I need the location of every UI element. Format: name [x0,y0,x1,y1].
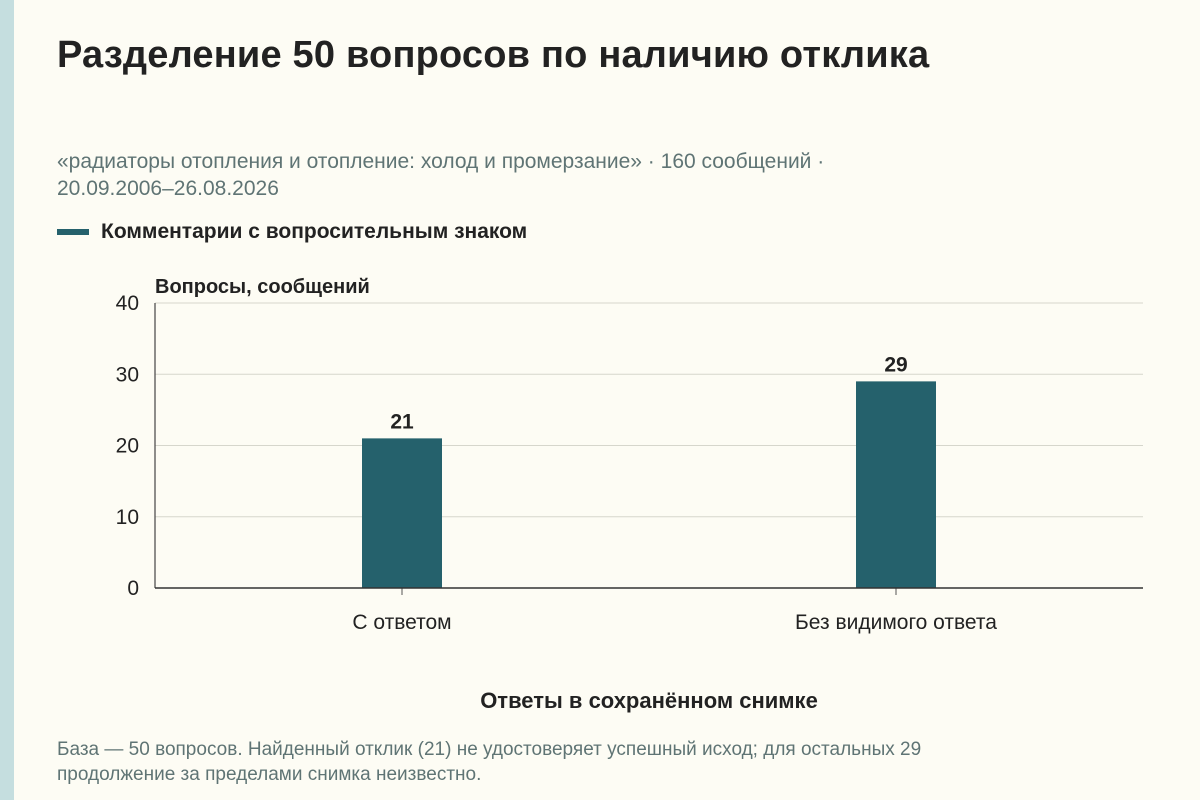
footnote-line-2: продолжение за пределами снимка неизвест… [57,764,482,785]
y-tick-label-10: 10 [116,506,139,529]
gridlines [155,302,1143,518]
footnote: База — 50 вопросов. Найденный отклик (21… [57,737,1167,787]
chart-subtitle: «радиаторы отопления и отопление: холод … [57,148,1057,202]
y-tick-label-30: 30 [116,363,139,386]
data-label-1: 29 [884,353,907,376]
chart-title: Разделение 50 вопросов по наличию отклик… [57,34,930,76]
y-tick-label-40: 40 [116,292,139,315]
y-tick-label-20: 20 [116,435,139,458]
legend-label: Комментарии с вопросительным знаком [101,220,528,243]
subtitle-line-2: 20.09.2006–26.08.2026 [57,177,279,200]
footnote-line-1: База — 50 вопросов. Найденный отклик (21… [57,739,922,760]
x-tick-label-0: С ответом [352,611,451,634]
legend-swatch [57,229,89,235]
axes: С ответом Без видимого ответа [154,303,1143,634]
y-tick-labels: 0 10 20 30 40 [116,292,139,600]
x-axis-label: Ответы в сохранённом снимке [480,688,818,713]
y-axis-label: Вопросы, сообщений [155,276,370,298]
legend: Комментарии с вопросительным знаком [57,220,527,244]
bars: 21 29 [362,353,936,588]
left-accent-bar [0,0,14,800]
x-tick-label-1: Без видимого ответа [795,611,997,634]
y-tick-label-0: 0 [127,577,139,600]
bar-chart: 0 10 20 30 40 21 29 С ответом Без видимого отв… [116,276,1143,713]
data-label-0: 21 [390,410,414,433]
bar-1 [856,381,936,588]
bar-0 [362,438,442,588]
subtitle-line-1: «радиаторы отопления и отопление: холод … [57,150,825,173]
